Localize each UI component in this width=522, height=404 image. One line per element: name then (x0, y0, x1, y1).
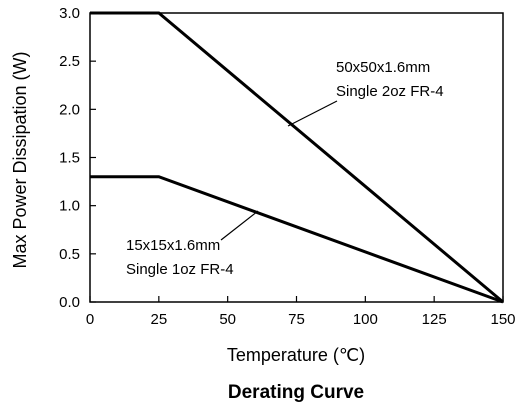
x-axis-title: Temperature (℃) (227, 345, 365, 365)
y-tick-label-2.5: 2.5 (59, 53, 80, 70)
x-tick-label-0: 0 (86, 311, 94, 328)
chart-marks: 0 25 50 75 100 125 150 0.0 0.5 1.0 1.5 2.0 2.5 3.0 50x… (59, 5, 515, 328)
y-tick-label-1.0: 1.0 (59, 198, 80, 215)
series-1-annotation-line-1: 50x50x1.6mm (336, 59, 430, 76)
series-1-leader-line (287, 100, 338, 127)
y-tick-label-3.0: 3.0 (59, 5, 80, 22)
series-line-2 (90, 175, 504, 304)
plot-frame (89, 12, 504, 303)
y-tick-label-2.0: 2.0 (59, 101, 80, 118)
chart-title: Derating Curve (228, 382, 364, 403)
x-tick-label-100: 100 (353, 311, 378, 328)
series-2-annotation-line-1: 15x15x1.6mm (126, 237, 220, 254)
y-axis-title: Max Power Dissipation (W) (10, 51, 30, 268)
x-tick-label-125: 125 (422, 311, 447, 328)
y-tick-label-0.5: 0.5 (59, 246, 80, 263)
x-tick-label-75: 75 (288, 311, 305, 328)
y-tick-label-0.0: 0.0 (59, 294, 80, 311)
x-tick-label-150: 150 (490, 311, 515, 328)
x-tick-label-25: 25 (150, 311, 167, 328)
y-tick-label-1.5: 1.5 (59, 150, 80, 167)
series-2-leader-line (220, 210, 259, 241)
series-1-annotation-line-2: Single 2oz FR-4 (336, 83, 444, 100)
series-line-1 (90, 11, 504, 304)
x-tick-label-50: 50 (219, 311, 236, 328)
series-2-annotation-line-2: Single 1oz FR-4 (126, 261, 234, 278)
